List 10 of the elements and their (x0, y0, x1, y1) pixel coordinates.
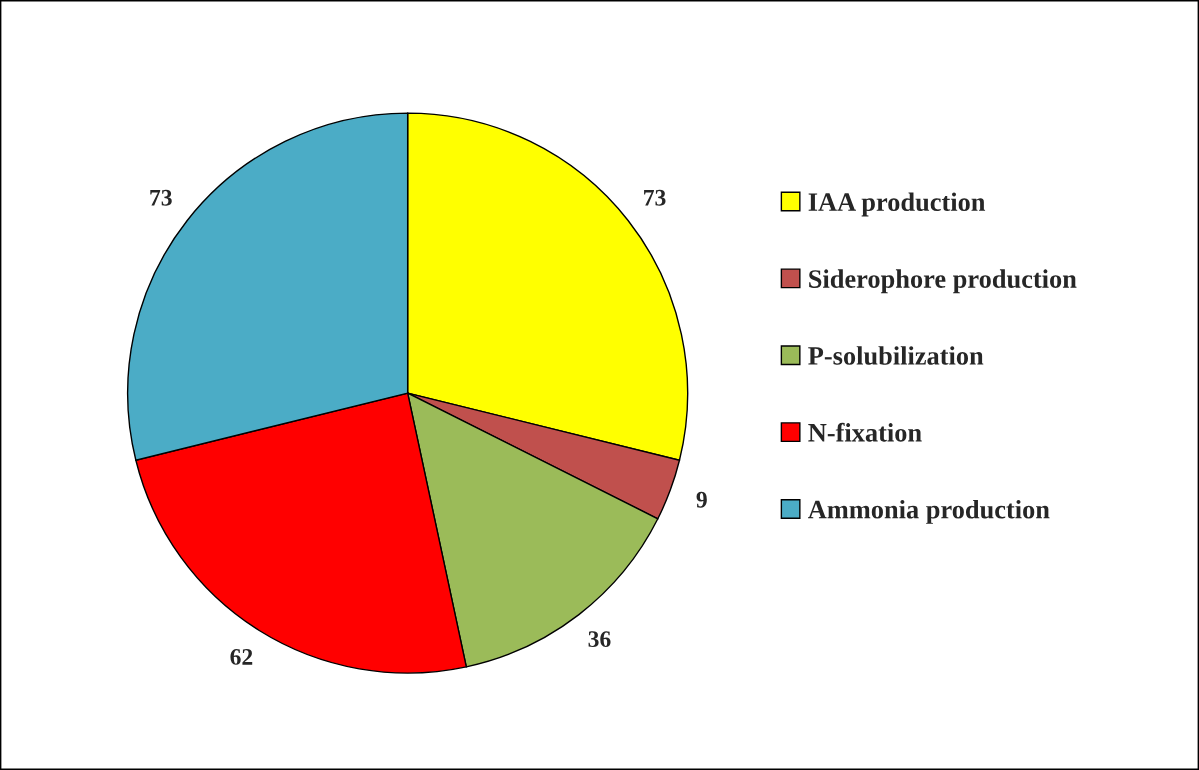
data-label: 9 (696, 491, 707, 508)
legend-label: N-fixation (808, 422, 922, 442)
legend-label: P-solubilization (808, 346, 984, 365)
data-label: 73 (150, 189, 172, 206)
data-label: 36 (588, 631, 611, 648)
data-label: 73 (644, 189, 666, 206)
legend-label: IAA production (808, 192, 986, 217)
legend-label: Siderophore production (809, 269, 1077, 294)
data-label: 62 (230, 649, 253, 665)
legend-label: Ammonia production (808, 499, 1050, 524)
